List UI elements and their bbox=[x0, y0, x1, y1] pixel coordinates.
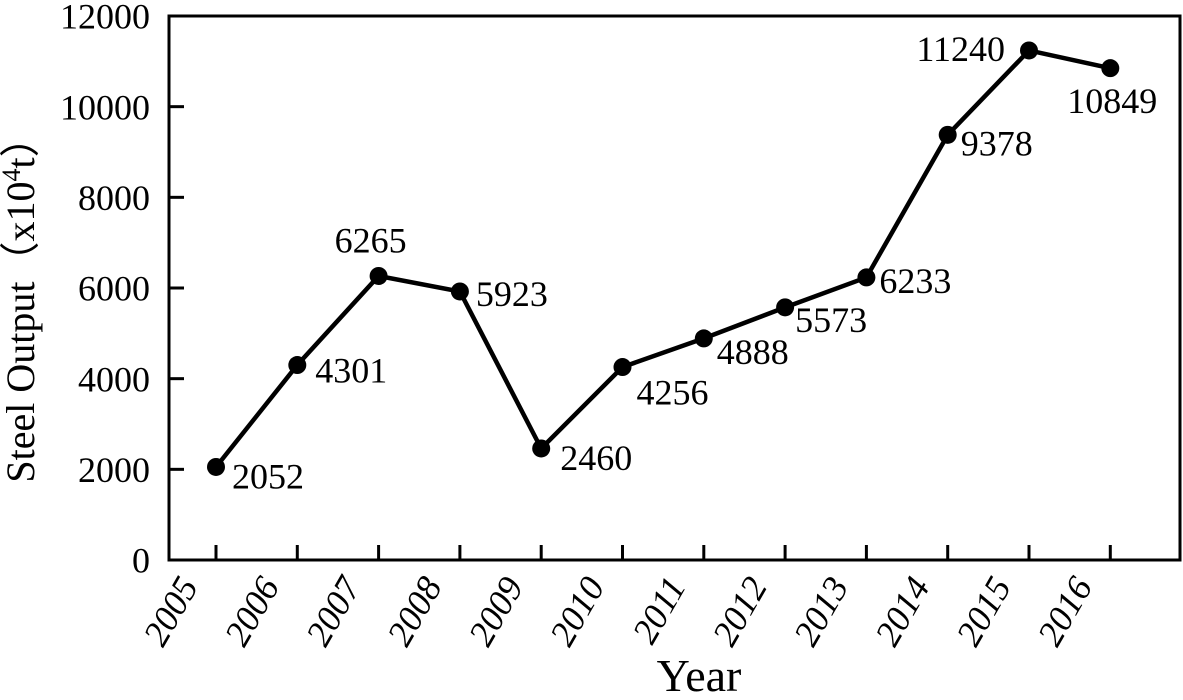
data-point bbox=[288, 356, 307, 375]
data-point bbox=[1101, 59, 1120, 78]
data-point bbox=[450, 282, 469, 301]
data-point bbox=[938, 125, 957, 144]
data-point bbox=[207, 457, 225, 476]
x-axis-title: Year bbox=[657, 650, 742, 700]
data-label: 4301 bbox=[315, 351, 387, 391]
x-tick-label: 2012 bbox=[704, 570, 775, 652]
data-label: 4256 bbox=[637, 373, 709, 413]
data-point bbox=[776, 298, 795, 317]
y-tick-label: 12000 bbox=[60, 0, 150, 37]
x-tick-label: 2014 bbox=[867, 570, 938, 652]
y-tick-label: 2000 bbox=[78, 450, 150, 490]
x-tick-label: 2011 bbox=[624, 570, 693, 650]
data-label: 10849 bbox=[1067, 81, 1157, 121]
y-tick-label: 4000 bbox=[78, 359, 150, 399]
data-point bbox=[369, 266, 388, 285]
y-tick-label: 0 bbox=[132, 541, 150, 581]
data-point bbox=[613, 358, 632, 377]
y-tick-label: 8000 bbox=[78, 178, 150, 218]
data-point bbox=[694, 329, 713, 348]
data-label: 2460 bbox=[560, 438, 632, 478]
data-label: 9378 bbox=[961, 123, 1033, 163]
data-point bbox=[532, 439, 551, 458]
x-tick-label: 2007 bbox=[298, 568, 370, 652]
x-axis-ticks bbox=[214, 545, 1112, 560]
series-line bbox=[214, 47, 1111, 469]
data-label: 6265 bbox=[335, 221, 407, 261]
data-label: 5923 bbox=[476, 274, 548, 314]
x-tick-label: 2015 bbox=[948, 570, 1019, 652]
data-point bbox=[857, 268, 876, 287]
data-label: 2052 bbox=[232, 457, 304, 497]
x-tick-label: 2009 bbox=[460, 570, 531, 652]
x-axis-tick-labels: 2005 2006 2007 2008 2009 2010 2011 2012 2013 2014… bbox=[135, 568, 1100, 652]
y-axis-ticks bbox=[169, 105, 184, 471]
frame-rect bbox=[167, 14, 1182, 562]
data-point bbox=[1020, 41, 1038, 60]
series-polyline bbox=[214, 47, 1111, 469]
x-tick-label: 2010 bbox=[542, 570, 613, 652]
x-tick-label: 2006 bbox=[217, 570, 288, 652]
data-label: 5573 bbox=[795, 300, 867, 340]
data-label: 6233 bbox=[879, 261, 951, 301]
data-points bbox=[207, 41, 1120, 476]
x-tick-label: 2008 bbox=[379, 570, 450, 652]
data-label: 11240 bbox=[916, 29, 1005, 69]
data-label: 4888 bbox=[717, 332, 789, 372]
x-tick-label: 2005 bbox=[135, 570, 206, 652]
y-axis-title: Steel Output（x104t） bbox=[0, 117, 43, 482]
plot-frame bbox=[167, 14, 1182, 562]
y-axis-tick-labels: 0 2000 4000 6000 8000 10000 12000 bbox=[60, 0, 150, 581]
y-tick-label: 6000 bbox=[78, 269, 150, 309]
y-tick-label: 10000 bbox=[60, 87, 150, 127]
x-tick-label: 2013 bbox=[786, 570, 857, 652]
x-tick-label: 2016 bbox=[1030, 570, 1101, 652]
